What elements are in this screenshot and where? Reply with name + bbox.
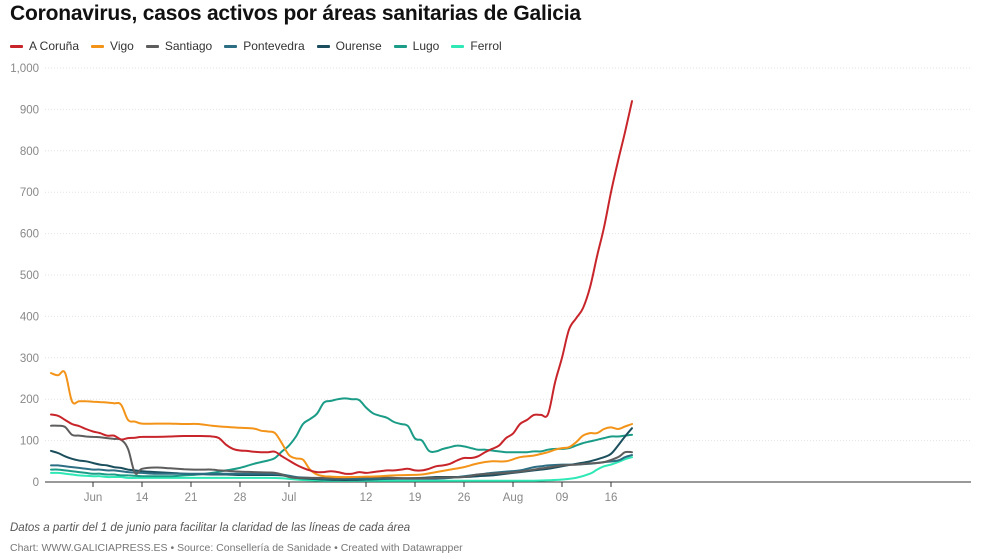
series-line-ferrol bbox=[50, 456, 633, 482]
legend-swatch bbox=[393, 44, 407, 48]
x-tick-label: 16 bbox=[605, 492, 618, 504]
x-tick-label: Aug bbox=[503, 492, 523, 504]
legend-label: Vigo bbox=[110, 39, 134, 53]
legend-label: Ferrol bbox=[470, 39, 502, 53]
chart-title: Coronavirus, casos activos por áreas san… bbox=[10, 2, 581, 25]
legend-label: A Coruña bbox=[29, 39, 80, 53]
legend-item: Santiago bbox=[145, 39, 213, 53]
legend-item: A Coruña bbox=[10, 39, 79, 53]
y-tick-label: 200 bbox=[20, 394, 39, 406]
legend-item: Ferrol bbox=[451, 39, 502, 53]
footer-separator: • bbox=[167, 542, 178, 554]
chart-footer: Chart: WWW.GALICIAPRESS.ES • Source: Con… bbox=[10, 542, 463, 554]
legend-item: Pontevedra bbox=[224, 39, 305, 53]
footer-chart-source-link[interactable]: WWW.GALICIAPRESS.ES bbox=[41, 542, 168, 554]
line-chart: 0 100 200 300 400 500 600 700 800 900 1,000 Jun 14 21… bbox=[10, 63, 971, 504]
legend-swatch bbox=[145, 44, 159, 48]
x-tick-label: 12 bbox=[360, 492, 373, 504]
chart-note: Datos a partir del 1 de junio para facil… bbox=[10, 522, 411, 534]
x-tick-label: 14 bbox=[136, 492, 149, 504]
footer-source-prefix: Source: bbox=[177, 542, 217, 554]
x-tick-label: Jul bbox=[282, 492, 297, 504]
x-tick-label: 21 bbox=[185, 492, 198, 504]
x-tick-label: 28 bbox=[234, 492, 247, 504]
y-tick-label: 0 bbox=[33, 477, 39, 489]
legend-swatch bbox=[316, 44, 330, 48]
y-tick-label: 1,000 bbox=[10, 63, 39, 75]
y-tick-label: 400 bbox=[20, 311, 39, 323]
y-tick-label: 600 bbox=[20, 229, 39, 241]
y-tick-label: 900 bbox=[20, 104, 39, 116]
legend: A Coruña Vigo Santiago Pontevedra Ourense Lug… bbox=[10, 38, 514, 54]
legend-label: Ourense bbox=[335, 39, 382, 53]
x-tick-label: 26 bbox=[458, 492, 471, 504]
series-line-lugo bbox=[50, 397, 633, 478]
legend-swatch bbox=[451, 44, 465, 48]
footer-separator: • bbox=[331, 542, 341, 554]
footer-created-with-link[interactable]: Created with Datawrapper bbox=[340, 542, 463, 554]
legend-label: Pontevedra bbox=[243, 39, 305, 53]
footer-chart-prefix: Chart: bbox=[10, 542, 42, 554]
legend-item: Lugo bbox=[393, 39, 440, 53]
series-line-vigo bbox=[50, 370, 633, 479]
legend-label: Lugo bbox=[412, 39, 440, 53]
y-tick-label: 500 bbox=[20, 270, 39, 282]
legend-item: Vigo bbox=[91, 39, 134, 53]
legend-swatch bbox=[10, 44, 23, 48]
y-tick-label: 800 bbox=[20, 146, 39, 158]
y-tick-label: 100 bbox=[20, 436, 39, 448]
footer-source-link[interactable]: Consellería de Sanidade bbox=[216, 542, 332, 554]
legend-label: Santiago bbox=[164, 39, 213, 53]
y-tick-label: 700 bbox=[20, 187, 39, 199]
x-tick-label: Jun bbox=[84, 492, 103, 504]
x-tick-label: 19 bbox=[409, 492, 422, 504]
legend-swatch bbox=[224, 44, 238, 48]
legend-swatch bbox=[91, 44, 105, 48]
series-line-a-coru-a bbox=[50, 100, 633, 475]
series-line-santiago bbox=[50, 424, 633, 480]
x-tick-label: 09 bbox=[556, 492, 569, 504]
legend-item: Ourense bbox=[316, 39, 382, 53]
y-tick-label: 300 bbox=[20, 353, 39, 365]
